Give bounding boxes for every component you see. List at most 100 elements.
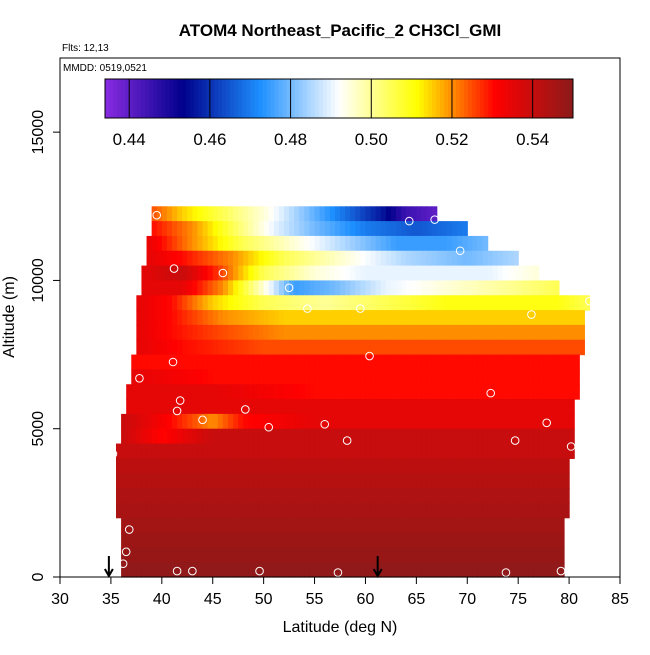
colorbar-segment (298, 79, 304, 118)
heatmap-cell (192, 473, 199, 489)
heatmap-cell (217, 562, 224, 578)
heatmap-cell (365, 310, 372, 326)
heatmap-cell (309, 339, 316, 356)
heatmap-cell (233, 547, 239, 563)
heatmap-layer (146, 250, 519, 267)
heatmap-cell (172, 250, 178, 267)
heatmap-cell (161, 354, 168, 370)
heatmap-cell (533, 324, 540, 341)
heatmap-cell (523, 324, 529, 341)
heatmap-cell (222, 310, 229, 326)
heatmap-cell (350, 354, 356, 370)
observation-point (198, 415, 207, 425)
heatmap-cell (508, 547, 514, 563)
heatmap-cell (212, 265, 219, 282)
heatmap-cell (406, 428, 412, 445)
heatmap-cell (538, 428, 545, 445)
heatmap-cell (212, 428, 219, 445)
heatmap-cell (360, 235, 367, 252)
heatmap-cell (365, 384, 372, 400)
heatmap-cell (329, 310, 336, 326)
heatmap-cell (156, 339, 163, 356)
heatmap-cell (222, 339, 229, 356)
heatmap-cell (294, 458, 300, 474)
heatmap-cell (452, 458, 458, 474)
heatmap-cell (126, 413, 132, 430)
heatmap-cell (543, 428, 550, 445)
observation-point (585, 296, 594, 306)
heatmap-cell (248, 310, 255, 326)
heatmap-cell (416, 235, 423, 252)
heatmap-cell (212, 354, 219, 370)
heatmap-cell (304, 369, 311, 385)
heatmap-cell (146, 310, 153, 326)
heatmap-cell (304, 488, 311, 504)
heatmap-cell (278, 488, 285, 504)
heatmap-cell (350, 428, 356, 445)
heatmap-cell (238, 206, 244, 222)
heatmap-cell (136, 532, 143, 548)
heatmap-cell (212, 547, 219, 563)
heatmap-cell (207, 280, 214, 296)
heatmap-cell (126, 443, 132, 459)
heatmap-cell (151, 265, 158, 282)
observation-point (404, 216, 414, 226)
heatmap-cell (523, 428, 529, 445)
heatmap-cell (268, 221, 275, 237)
heatmap-cell (497, 562, 504, 578)
heatmap-cell (467, 443, 473, 459)
heatmap-cell (467, 458, 473, 474)
heatmap-cell (228, 339, 234, 356)
heatmap-cell (492, 339, 499, 356)
heatmap-cell (518, 369, 524, 385)
heatmap-cell (238, 295, 244, 311)
heatmap-cell (299, 280, 305, 296)
heatmap-cell (207, 488, 214, 504)
heatmap-cell (166, 517, 173, 534)
heatmap-cell (289, 354, 295, 370)
heatmap-cell (487, 443, 494, 459)
heatmap-cell (533, 384, 540, 400)
heatmap-cell (390, 413, 397, 430)
heatmap-cell (156, 562, 163, 578)
heatmap-cell (538, 310, 545, 326)
heatmap-cell (182, 280, 188, 296)
heatmap-cell (396, 354, 402, 370)
x-tick-label: 50 (255, 591, 273, 608)
heatmap-cell (116, 473, 122, 489)
heatmap-cell (411, 488, 417, 504)
heatmap-cell (406, 547, 412, 563)
heatmap-cell (238, 280, 244, 296)
heatmap-cell (121, 502, 127, 519)
heatmap-cell (360, 502, 367, 519)
heatmap-cell (497, 517, 504, 534)
colorbar-segment (230, 79, 235, 118)
heatmap-cell (396, 280, 402, 296)
heatmap-layer (121, 413, 575, 430)
heatmap-cell (202, 399, 209, 415)
heatmap-cell (289, 547, 295, 563)
heatmap-cell (472, 458, 479, 474)
heatmap-cell (187, 458, 193, 474)
heatmap-cell (131, 488, 137, 504)
heatmap-cell (390, 458, 397, 474)
heatmap-cell (467, 488, 473, 504)
heatmap-cell (166, 221, 173, 237)
heatmap-cell (263, 206, 270, 222)
heatmap-cell (284, 384, 290, 400)
heatmap-cell (263, 562, 270, 578)
heatmap-cell (441, 295, 448, 311)
heatmap-cell (273, 265, 280, 282)
heatmap-cell (452, 265, 458, 282)
heatmap-cell (304, 532, 311, 548)
heatmap-cell (172, 354, 178, 370)
heatmap-cell (222, 384, 229, 400)
heatmap-cell (222, 265, 229, 282)
heatmap-cell (263, 339, 270, 356)
colorbar-segment (476, 79, 481, 118)
heatmap-cell (416, 295, 423, 311)
heatmap-cell (508, 339, 514, 356)
observation-point (542, 418, 551, 428)
heatmap-cell (345, 562, 351, 578)
heatmap-cell (436, 280, 443, 296)
